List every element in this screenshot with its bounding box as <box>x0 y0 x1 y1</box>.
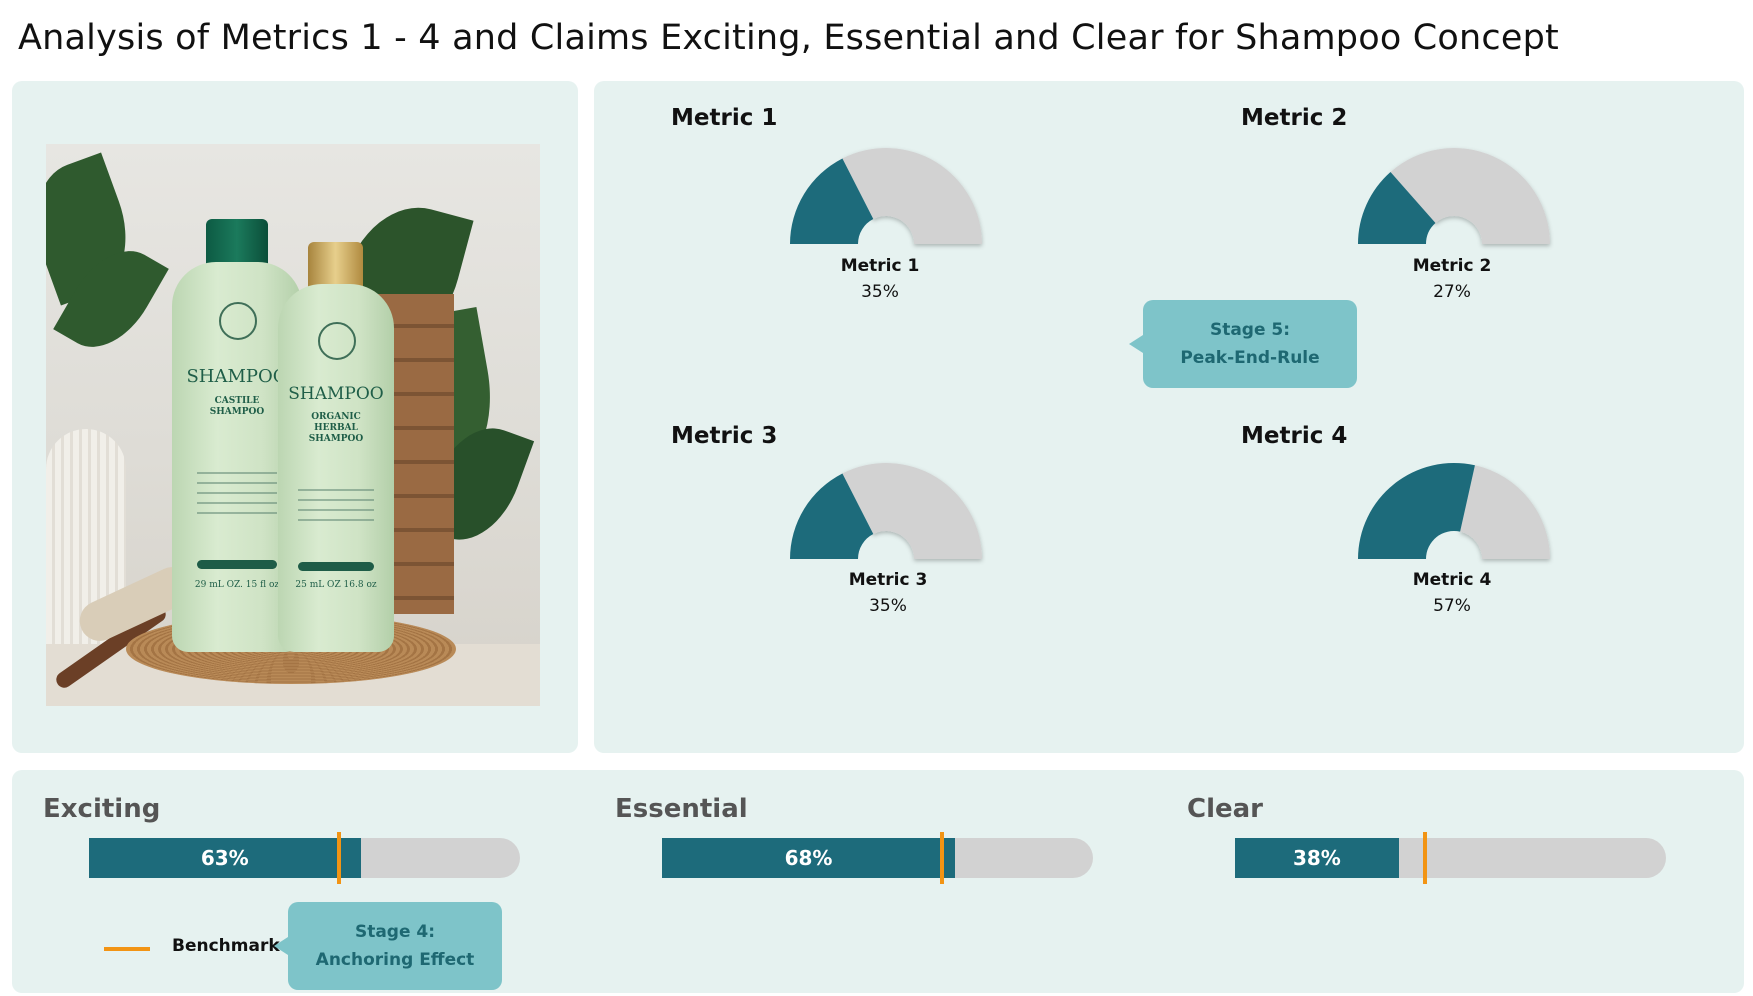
bottle-right-brand: SHAMPOO <box>288 384 384 404</box>
gauge-value-arc <box>1358 171 1436 244</box>
metric-3-value: 35% <box>869 596 907 616</box>
clear-bar: 38% <box>1235 832 1666 884</box>
metric-2-label: Metric 2 <box>1412 256 1492 276</box>
callout-peak-end-rule: Stage 5: Peak-End-Rule <box>1129 300 1357 388</box>
clear-bar-fill <box>1235 838 1399 878</box>
bottle-left-volume: 29 mL OZ. 15 fl oz <box>194 580 280 590</box>
clear-bar-value: 38% <box>1292 846 1341 870</box>
metric-1-gauge <box>776 136 996 250</box>
exciting-benchmark-marker <box>336 832 341 884</box>
exciting-bar: 63% <box>89 832 520 884</box>
gauge-value-arc <box>1358 463 1475 559</box>
metric-4-heading: Metric 4 <box>1241 423 1348 449</box>
metric-2-heading: Metric 2 <box>1241 105 1348 131</box>
essential-bar: 68% <box>662 832 1093 884</box>
gauge-svg <box>790 148 982 244</box>
product-image-panel: SHAMPOO CASTILE SHAMPOO 29 mL OZ. 15 fl … <box>12 81 578 753</box>
gauge-value-arc <box>790 473 874 559</box>
seal-icon <box>318 322 356 360</box>
gauge-svg <box>1358 147 1550 244</box>
essential-heading: Essential <box>615 794 748 824</box>
label-band <box>298 562 374 571</box>
metric-4-gauge <box>1344 451 1564 565</box>
label-band <box>197 560 277 569</box>
claims-bars-panel: Exciting Essential Clear 63% 68% 38% Ben… <box>12 770 1744 993</box>
clear-heading: Clear <box>1187 794 1263 824</box>
metric-4-value: 57% <box>1433 596 1471 616</box>
metric-4-label: Metric 4 <box>1412 570 1492 590</box>
gauge-svg <box>790 463 982 559</box>
essential-bar-value: 68% <box>784 846 833 870</box>
callout-peak-end-text: Peak-End-Rule <box>1180 348 1320 368</box>
bottle-right-name: ORGANIC HERBAL SHAMPOO <box>308 412 364 444</box>
callout-anchoring-text: Anchoring Effect <box>315 950 475 970</box>
callout-anchoring-stage: Stage 4: <box>354 922 436 942</box>
gauge-remaining-arc <box>1390 147 1550 244</box>
metric-2-gauge <box>1344 136 1564 250</box>
benchmark-legend-label: Benchmark <box>172 936 280 956</box>
metric-1-value: 35% <box>861 282 899 302</box>
essential-bar-fill <box>662 838 956 878</box>
essential-benchmark-marker <box>940 832 945 884</box>
bottle-left-name: CASTILE SHAMPOO <box>209 396 265 417</box>
shampoo-product-photo: SHAMPOO CASTILE SHAMPOO 29 mL OZ. 15 fl … <box>46 144 540 706</box>
exciting-bar-value: 63% <box>200 846 249 870</box>
gauges-panel: Metric 1 Metric 2 Metric 3 Metric 4 Metr… <box>594 81 1744 753</box>
gauge-value-arc <box>790 158 874 244</box>
gauge-remaining-arc <box>842 463 982 559</box>
metric-2-value: 27% <box>1433 282 1471 302</box>
metric-1-label: Metric 1 <box>840 256 920 276</box>
bottle-right-volume: 25 mL OZ 16.8 oz <box>295 580 377 590</box>
bottle-cap-gold <box>308 242 363 288</box>
exciting-heading: Exciting <box>43 794 161 824</box>
bottle-cap-green <box>206 219 268 267</box>
bottle-left-brand: SHAMPOO <box>186 366 288 387</box>
metric-3-gauge <box>776 451 996 565</box>
metric-3-heading: Metric 3 <box>671 423 778 449</box>
callout-peak-end-stage: Stage 5: <box>1209 320 1291 340</box>
benchmark-legend-swatch <box>104 947 150 951</box>
gauge-remaining-arc <box>1460 465 1550 559</box>
metric-3-label: Metric 3 <box>848 570 928 590</box>
clear-benchmark-marker <box>1422 832 1427 884</box>
gauge-svg <box>1358 463 1550 559</box>
exciting-bar-fill <box>89 838 361 878</box>
metric-1-heading: Metric 1 <box>671 105 778 131</box>
bottle-right: SHAMPOO ORGANIC HERBAL SHAMPOO 25 mL OZ … <box>278 284 394 652</box>
page-title: Analysis of Metrics 1 - 4 and Claims Exc… <box>18 18 1559 58</box>
seal-icon <box>219 302 257 340</box>
callout-anchoring-effect: Stage 4: Anchoring Effect <box>274 902 502 990</box>
gauge-remaining-arc <box>842 148 982 244</box>
